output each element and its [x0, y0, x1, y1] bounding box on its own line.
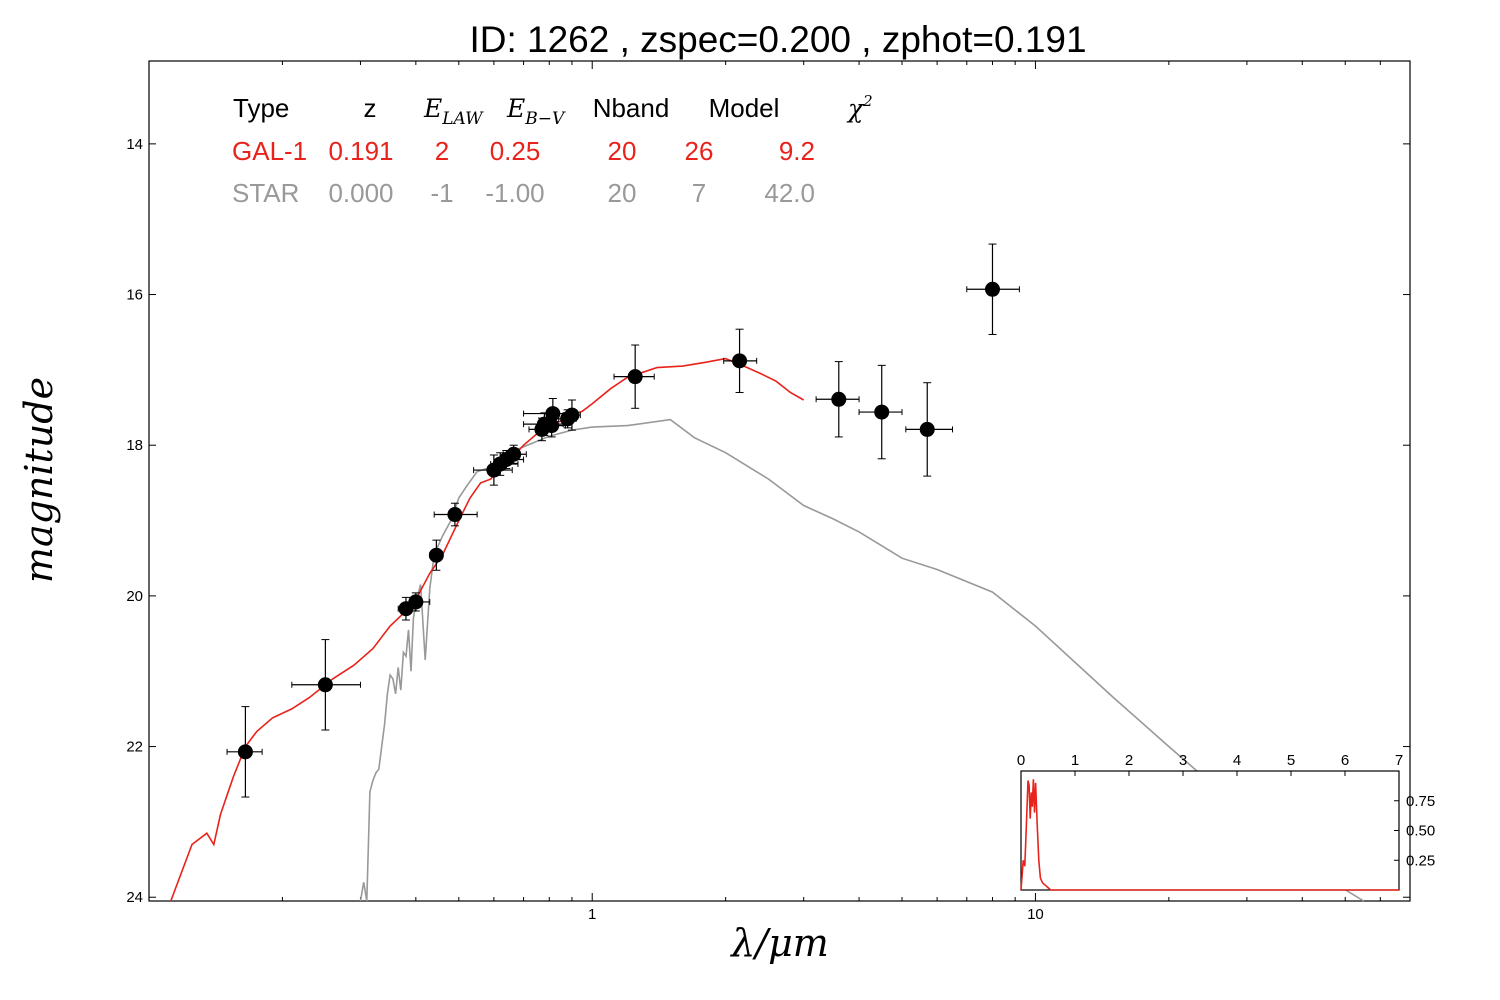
photometry-points	[226, 243, 1020, 798]
inset-y-tick-label: 0.75	[1406, 793, 1435, 810]
table-cell-nband: 20	[608, 178, 637, 208]
inset-x-tick-label: 4	[1233, 752, 1241, 769]
point-marker	[447, 507, 463, 523]
table-header: EB−V	[506, 94, 566, 129]
point-marker	[544, 418, 560, 434]
table-header: Nband	[593, 93, 670, 123]
point-marker	[408, 594, 424, 610]
plot-frame	[148, 60, 1411, 902]
point-marker	[428, 547, 444, 563]
data-point	[523, 398, 573, 430]
table-cell-ebv: -1.00	[485, 178, 544, 208]
inset-y-tick-label: 0.25	[1406, 852, 1435, 869]
data-point	[502, 444, 527, 464]
inset-frame	[1020, 770, 1400, 891]
gal-model-curve	[170, 357, 805, 902]
table-header: z	[364, 93, 377, 123]
x-axis-label: λ/μm	[729, 921, 829, 965]
y-tick-label: 22	[126, 739, 143, 756]
inset-x-tick-label: 1	[1071, 752, 1079, 769]
data-point	[562, 399, 581, 431]
data-point	[613, 344, 655, 409]
data-point	[966, 243, 1020, 335]
table-cell-model: 7	[692, 178, 706, 208]
inset-x-tick-label: 3	[1179, 752, 1187, 769]
inset-x-tick-label: 2	[1125, 752, 1133, 769]
inset-pdz-curve	[1020, 779, 1399, 891]
table-row: STAR 0.000 -1 -1.00 20 7 42.0	[232, 178, 815, 208]
point-marker	[627, 369, 643, 385]
point-marker	[831, 391, 847, 407]
data-point	[291, 639, 361, 731]
data-point	[226, 706, 263, 798]
point-marker	[984, 281, 1000, 297]
data-point	[723, 328, 758, 393]
table-cell-chi2: 9.2	[779, 136, 815, 166]
table-header: Model	[709, 93, 780, 123]
data-point	[405, 592, 431, 612]
y-tick-label: 20	[126, 588, 143, 605]
inset-y-tick-label: 0.50	[1406, 823, 1435, 840]
table-header: Type	[233, 93, 289, 123]
data-point	[815, 361, 860, 438]
table-cell-z: 0.000	[328, 178, 393, 208]
inset-x-tick-label: 7	[1395, 752, 1403, 769]
y-tick-label: 18	[126, 437, 143, 454]
table-cell-ebv: 0.25	[490, 136, 541, 166]
point-marker	[237, 744, 253, 760]
table-cell-nband: 20	[608, 136, 637, 166]
table-header: χ2	[846, 92, 873, 123]
table-header: ELAW	[423, 94, 484, 129]
table-cell-elaw: 2	[435, 136, 449, 166]
fit-summary-table: Type z ELAW EB−V Nband Model χ2 GAL-1 0.191 2 0.25…	[232, 92, 873, 208]
y-tick-label: 14	[126, 136, 143, 153]
gal-model-layer	[170, 357, 805, 902]
data-point	[905, 382, 954, 477]
data-point	[428, 539, 444, 571]
table-cell-chi2: 42.0	[764, 178, 815, 208]
point-marker	[317, 677, 333, 693]
table-cell-model: 26	[685, 136, 714, 166]
inset-x-tick-label: 6	[1341, 752, 1349, 769]
pdz-inset: 0 1 2 3 4 5 6 7 0.25 0.50 0.75	[1017, 752, 1435, 891]
data-point	[433, 502, 478, 527]
x-tick-label: 1	[588, 906, 596, 923]
point-marker	[564, 407, 580, 423]
point-marker	[874, 404, 890, 420]
y-tick-label: 24	[126, 889, 143, 906]
table-cell-z: 0.191	[328, 136, 393, 166]
chart-title: ID: 1262 , zspec=0.200 , zphot=0.191	[469, 19, 1086, 60]
y-axis-label: magnitude	[17, 377, 61, 583]
y-tick-label: 16	[126, 287, 143, 304]
table-cell-type: STAR	[232, 178, 299, 208]
inset-x-tick-label: 5	[1287, 752, 1295, 769]
point-marker	[545, 406, 561, 422]
table-row: GAL-1 0.191 2 0.25 20 26 9.2	[232, 136, 815, 166]
point-marker	[919, 421, 935, 437]
table-cell-elaw: -1	[430, 178, 453, 208]
x-tick-label: 10	[1027, 906, 1044, 923]
point-marker	[506, 446, 522, 462]
table-cell-type: GAL-1	[232, 136, 307, 166]
inset-x-tick-label: 0	[1017, 752, 1025, 769]
point-marker	[732, 353, 748, 369]
data-point	[858, 364, 903, 460]
